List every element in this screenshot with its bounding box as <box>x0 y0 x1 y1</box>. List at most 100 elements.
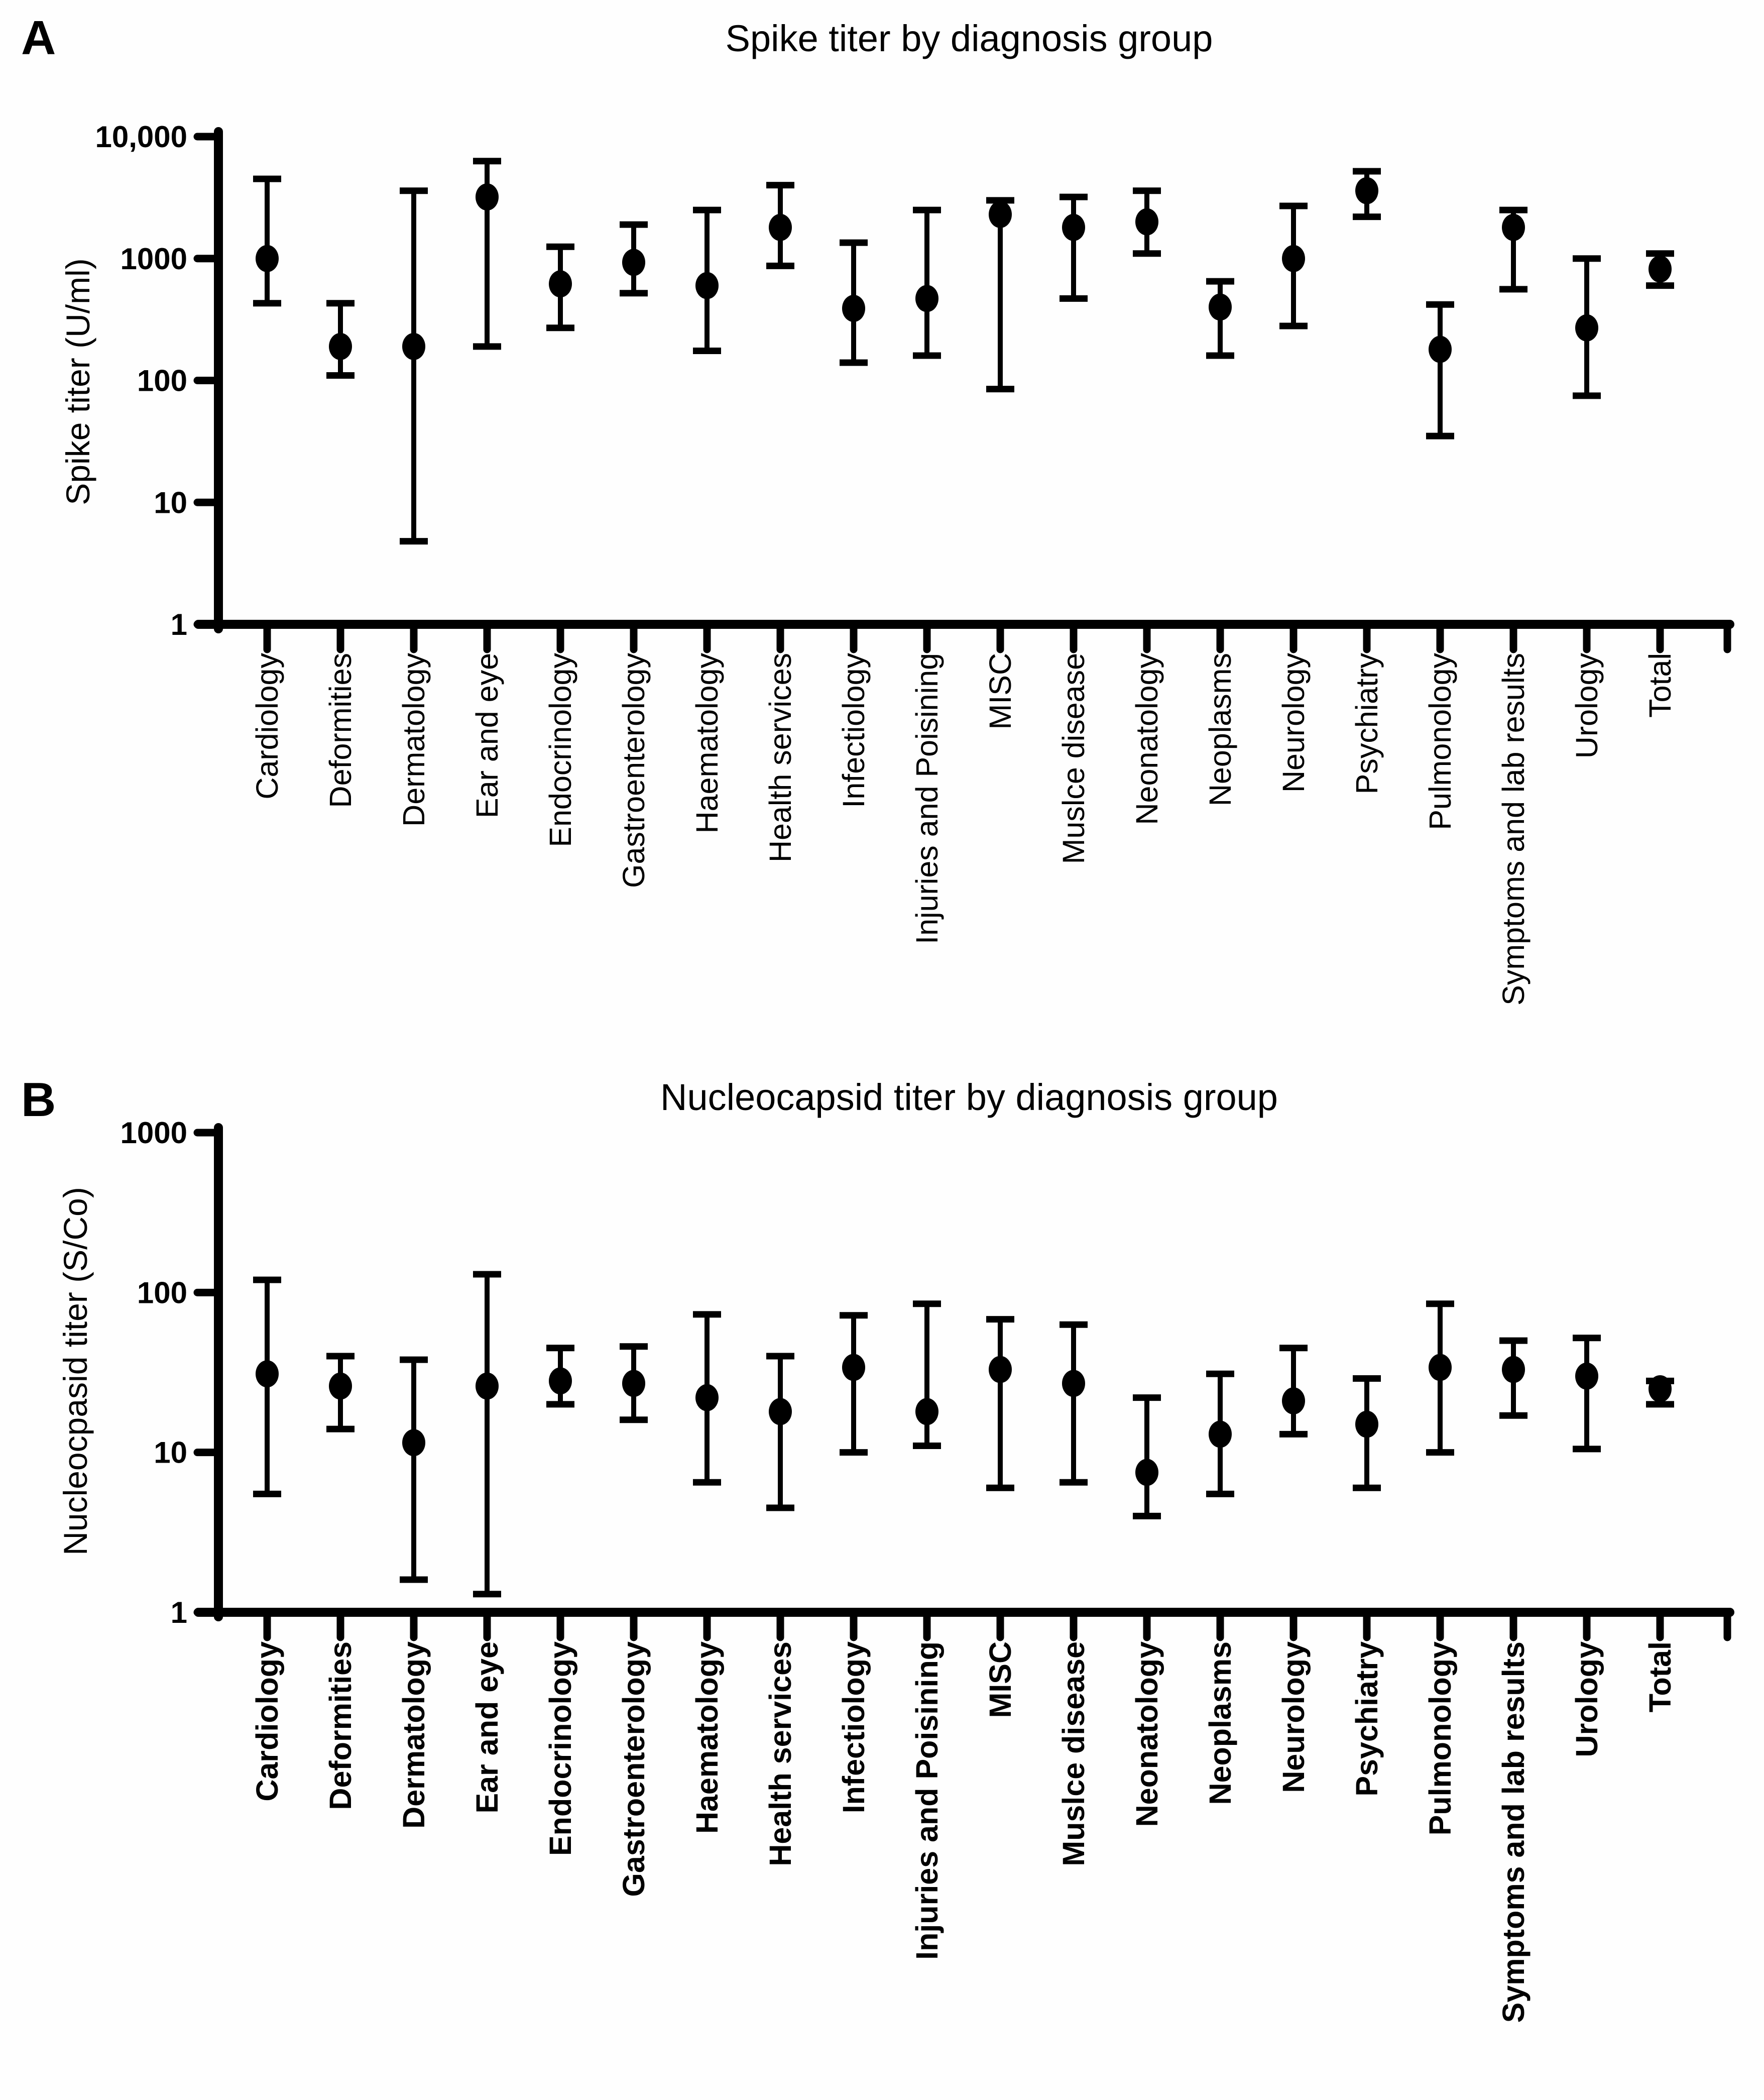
category-label-symptoms-and-lab-results: Symptoms and lab results <box>1496 653 1531 1006</box>
error-bar-health-services <box>766 1353 794 1511</box>
category-label-dermatology: Dermatology <box>397 653 431 827</box>
error-bar-deformities <box>326 1353 355 1432</box>
data-point-neonatology <box>1135 208 1158 236</box>
category-label-muslce-disease: Muslce disease <box>1056 1641 1091 1866</box>
error-bar-cardiology <box>253 1276 281 1497</box>
data-point-total <box>1649 255 1672 283</box>
data-point-neurology <box>1282 245 1305 272</box>
error-bar-neoplasms <box>1206 278 1234 359</box>
data-point-misc <box>989 200 1012 228</box>
data-point-muslce-disease <box>1062 1370 1085 1397</box>
category-label-injuries-and-poisining: Injuries and Poisining <box>910 1641 944 1960</box>
category-label-misc: MISC <box>983 1641 1017 1718</box>
error-bar-haematology <box>693 1311 721 1486</box>
error-bar-muslce-disease <box>1060 193 1088 302</box>
data-point-gastroenterology <box>622 249 645 276</box>
category-label-neoplasms: Neoplasms <box>1203 1641 1237 1805</box>
error-bar-symptoms-and-lab-results <box>1499 206 1527 293</box>
category-label-pulmonology: Pulmonology <box>1423 1641 1457 1835</box>
error-bar-dermatology <box>400 1356 428 1583</box>
error-bar-injuries-and-poisining <box>913 206 941 359</box>
category-label-endocrinology: Endocrinology <box>543 1641 577 1856</box>
error-bar-endocrinology <box>546 243 574 331</box>
category-label-muslce-disease: Muslce disease <box>1056 653 1091 864</box>
category-label-urology: Urology <box>1570 1641 1604 1757</box>
category-label-symptoms-and-lab-results: Symptoms and lab results <box>1496 1641 1531 2023</box>
category-label-gastroenterology: Gastroenterology <box>617 653 651 888</box>
data-point-haematology <box>695 272 719 299</box>
error-bar-ear-and-eye <box>473 158 501 350</box>
error-bar-deformities <box>326 300 355 379</box>
error-bar-total <box>1646 1375 1674 1408</box>
error-bar-infectiology <box>840 239 868 366</box>
y-tick-label: 1000 <box>121 1116 187 1150</box>
category-label-haematology: Haematology <box>690 653 724 834</box>
data-point-deformities <box>329 333 352 360</box>
data-point-neurology <box>1282 1387 1305 1415</box>
data-point-dermatology <box>402 1429 425 1457</box>
category-label-urology: Urology <box>1570 653 1604 759</box>
data-point-neoplasms <box>1209 293 1232 321</box>
data-point-urology <box>1575 1362 1598 1390</box>
data-point-symptoms-and-lab-results <box>1502 1356 1525 1383</box>
panel-b-letter: B <box>21 1073 56 1127</box>
y-tick-label: 100 <box>137 1276 187 1309</box>
error-bar-misc <box>986 197 1014 393</box>
data-point-neoplasms <box>1209 1420 1232 1448</box>
data-point-misc <box>989 1356 1012 1383</box>
category-label-total: Total <box>1643 653 1677 718</box>
category-label-neurology: Neurology <box>1276 653 1311 793</box>
category-label-health-services: Health services <box>763 1641 797 1866</box>
data-point-ear-and-eye <box>476 1372 499 1400</box>
category-label-deformities: Deformities <box>323 1641 358 1810</box>
y-tick-label: 10 <box>154 486 187 519</box>
error-bar-neoplasms <box>1206 1370 1234 1497</box>
data-point-pulmonology <box>1429 1354 1452 1381</box>
category-label-ear-and-eye: Ear and eye <box>470 1641 504 1813</box>
data-point-muslce-disease <box>1062 213 1085 241</box>
data-point-deformities <box>329 1372 352 1400</box>
category-label-psychiatry: Psychiatry <box>1350 653 1384 795</box>
error-bar-total <box>1646 250 1674 289</box>
error-bar-neonatology <box>1133 187 1161 257</box>
y-tick-label: 1000 <box>121 242 187 276</box>
category-label-deformities: Deformities <box>323 653 358 808</box>
data-point-urology <box>1575 314 1598 342</box>
error-bar-dermatology <box>400 187 428 545</box>
error-bar-cardiology <box>253 175 281 307</box>
y-tick-label: 10 <box>154 1436 187 1470</box>
data-point-health-services <box>769 1398 792 1425</box>
y-tick-label: 1 <box>171 608 187 641</box>
category-label-dermatology: Dermatology <box>397 1641 431 1829</box>
category-label-pulmonology: Pulmonology <box>1423 653 1457 830</box>
category-label-misc: MISC <box>983 653 1017 730</box>
panel-a-title: Spike titer by diagnosis group <box>725 18 1213 59</box>
category-label-endocrinology: Endocrinology <box>543 653 577 847</box>
data-point-ear-and-eye <box>476 183 499 211</box>
category-label-cardiology: Cardiology <box>250 653 284 800</box>
category-label-haematology: Haematology <box>690 1641 724 1834</box>
error-bar-endocrinology <box>546 1345 574 1408</box>
data-point-psychiatry <box>1355 177 1378 204</box>
data-point-pulmonology <box>1429 336 1452 363</box>
data-point-dermatology <box>402 333 425 360</box>
data-point-total <box>1649 1375 1672 1402</box>
category-label-neonatology: Neonatology <box>1130 1641 1164 1827</box>
error-bar-muslce-disease <box>1060 1321 1088 1486</box>
category-label-gastroenterology: Gastroenterology <box>617 1641 651 1897</box>
data-point-gastroenterology <box>622 1370 645 1397</box>
y-tick-label: 100 <box>137 364 187 398</box>
category-label-infectiology: Infectiology <box>837 1641 871 1813</box>
category-label-neurology: Neurology <box>1276 1641 1311 1793</box>
panel-b-y-axis-label: Nucleocpasid titer (S/Co) <box>57 1187 94 1556</box>
category-label-neoplasms: Neoplasms <box>1203 653 1237 806</box>
panel-b-title: Nucleocapsid titer by diagnosis group <box>660 1076 1278 1118</box>
error-bar-urology <box>1573 1335 1601 1453</box>
panel-b-plot: 1 10 100 1000 Cardiology Deformities Dermatolo… <box>121 1116 1734 2023</box>
error-bar-psychiatry <box>1353 1375 1381 1491</box>
category-label-cardiology: Cardiology <box>250 1641 284 1802</box>
category-label-infectiology: Infectiology <box>837 653 871 808</box>
error-bar-infectiology <box>840 1312 868 1456</box>
